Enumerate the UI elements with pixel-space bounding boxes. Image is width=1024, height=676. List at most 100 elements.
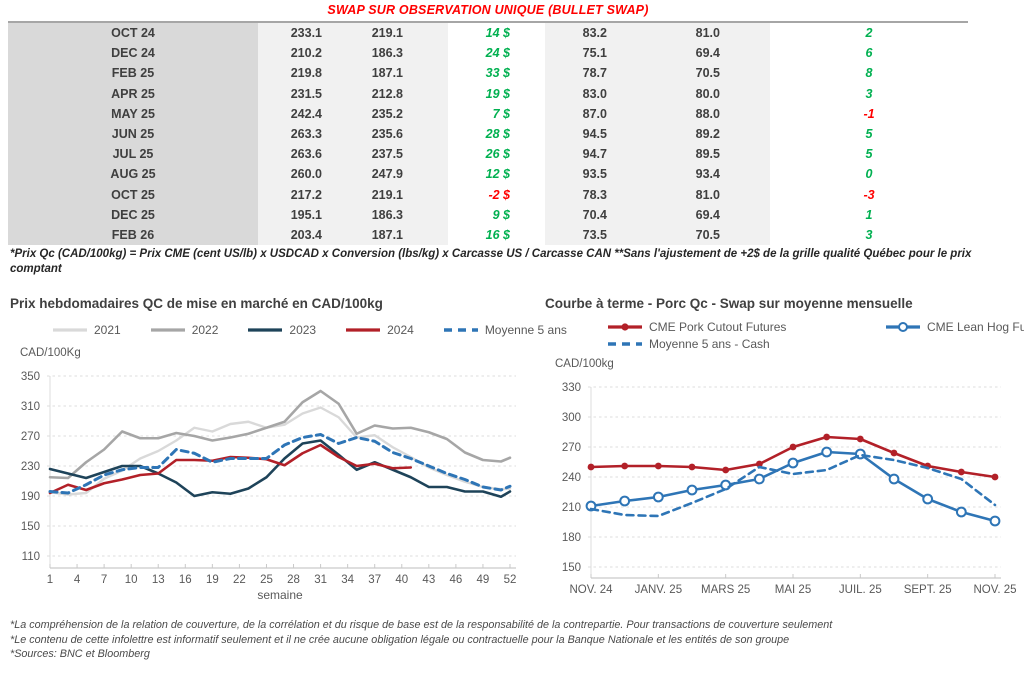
legend-line-swatch xyxy=(608,323,642,331)
series-marker xyxy=(890,449,898,457)
svg-text:JUIL. 25: JUIL. 25 xyxy=(839,584,882,596)
svg-text:4: 4 xyxy=(74,574,81,586)
qc-average-cell: 247.9 xyxy=(353,164,448,185)
us-futures-cell: 87.0 xyxy=(545,103,657,124)
us-average-cell: 88.0 xyxy=(657,103,770,124)
svg-text:28: 28 xyxy=(287,574,300,586)
weekly-chart-legend: 2021 2022 2023 2024 Moyenne 5 ans xyxy=(52,320,567,340)
month-cell: APR 25 xyxy=(8,83,258,104)
svg-text:230: 230 xyxy=(21,461,40,473)
delta-cell: 2 xyxy=(770,23,968,44)
series-marker xyxy=(686,484,698,496)
series-marker xyxy=(856,435,864,443)
series-marker xyxy=(619,495,631,507)
swap-table: OCT 24 233.1 219.1 14 $83.2 81.0 2 DEC 24 210.2… xyxy=(8,21,968,246)
us-average-cell: 93.4 xyxy=(657,164,770,185)
series-marker xyxy=(587,463,595,471)
qc-average-cell: 187.1 xyxy=(353,224,448,246)
qc-futures-cell: 242.4 xyxy=(258,103,353,124)
legend-line-swatch xyxy=(886,322,920,332)
svg-text:MAI 25: MAI 25 xyxy=(775,584,811,596)
month-cell: JUN 25 xyxy=(8,123,258,145)
forward-curve-chart: Courbe à terme - Porc Qc - Swap sur moye… xyxy=(545,296,1024,613)
svg-text:31: 31 xyxy=(314,574,327,586)
qc-average-cell: 186.3 xyxy=(353,204,448,225)
series-marker xyxy=(654,462,662,470)
series-marker xyxy=(722,466,730,474)
svg-text:1: 1 xyxy=(47,574,53,586)
swap-gain-cell: 26 $ xyxy=(448,144,545,165)
table-footnote: *Prix Qc (CAD/100kg) = Prix CME (cent US… xyxy=(10,248,972,275)
table-row: JUL 25 263.6 237.5 26 $94.7 89.5 5 xyxy=(8,144,968,165)
qc-futures-cell: 233.1 xyxy=(258,23,353,44)
us-futures-cell: 70.4 xyxy=(545,204,657,225)
us-futures-cell: 93.5 xyxy=(545,164,657,185)
us-futures-cell: 83.2 xyxy=(545,23,657,44)
qc-futures-cell: 263.3 xyxy=(258,123,353,145)
qc-average-cell: 212.8 xyxy=(353,83,448,104)
svg-text:semaine: semaine xyxy=(257,588,303,602)
forward-y-axis-label: CAD/100kg xyxy=(555,358,614,370)
table-row: OCT 24 233.1 219.1 14 $83.2 81.0 2 xyxy=(8,23,968,44)
weekly-chart-title: Prix hebdomadaires QC de mise en marché … xyxy=(10,296,383,311)
svg-text:270: 270 xyxy=(562,442,581,454)
table-row: MAY 25 242.4 235.2 7 $87.0 88.0 -1 xyxy=(8,103,968,124)
month-cell: JUL 25 xyxy=(8,144,258,165)
svg-text:46: 46 xyxy=(449,574,462,586)
svg-text:240: 240 xyxy=(562,472,581,484)
qc-average-cell: 219.1 xyxy=(353,23,448,44)
qc-futures-cell: 203.4 xyxy=(258,224,353,246)
legend-line-swatch xyxy=(248,328,283,332)
svg-text:7: 7 xyxy=(101,574,107,586)
series-marker xyxy=(922,493,934,505)
delta-cell: -3 xyxy=(770,184,968,205)
swap-gain-cell: 33 $ xyxy=(448,63,545,84)
legend-label: CME Lean Hog Futures xyxy=(927,320,1024,334)
svg-text:350: 350 xyxy=(21,371,40,383)
qc-average-cell: 187.1 xyxy=(353,63,448,84)
table-title: SWAP SUR OBSERVATION UNIQUE (BULLET SWAP… xyxy=(327,3,649,17)
swap-gain-cell: 9 $ xyxy=(448,204,545,225)
month-cell: OCT 25 xyxy=(8,184,258,205)
table-row: FEB 26 203.4 187.1 16 $73.5 70.5 3 xyxy=(8,224,968,246)
us-average-cell: 69.4 xyxy=(657,204,770,225)
delta-cell: 3 xyxy=(770,83,968,104)
legend-line-swatch xyxy=(608,342,642,346)
svg-text:300: 300 xyxy=(562,412,581,424)
svg-text:JANV. 25: JANV. 25 xyxy=(635,584,683,596)
delta-cell: 6 xyxy=(770,43,968,64)
footnote-line: *Sources: BNC et Bloomberg xyxy=(10,648,150,660)
svg-text:MARS 25: MARS 25 xyxy=(701,584,750,596)
legend-line-swatch xyxy=(443,328,478,332)
us-futures-cell: 73.5 xyxy=(545,224,657,246)
forward-chart-legend: CME Pork Cutout Futures CME Lean Hog Futu… xyxy=(607,320,1024,351)
series-marker xyxy=(787,457,799,469)
svg-text:40: 40 xyxy=(395,574,408,586)
table-row: AUG 25 260.0 247.9 12 $93.5 93.4 0 xyxy=(8,164,968,185)
legend-item-cme-pork-cutout-futures: CME Pork Cutout Futures xyxy=(607,320,885,334)
legend-item-moyenne-5-ans-cash: Moyenne 5 ans - Cash xyxy=(607,337,885,351)
qc-futures-cell: 263.6 xyxy=(258,144,353,165)
qc-futures-cell: 195.1 xyxy=(258,204,353,225)
swap-gain-cell: 16 $ xyxy=(448,224,545,246)
svg-text:NOV. 24: NOV. 24 xyxy=(569,584,613,596)
series-line-2023 xyxy=(48,439,512,499)
legend-label: 2022 xyxy=(191,323,219,337)
us-futures-cell: 78.7 xyxy=(545,63,657,84)
legend-item-cme-lean-hog-futures: CME Lean Hog Futures xyxy=(885,320,1024,334)
weekly-line-chart-canvas: 110 150 190 230 270 310 350 1 4 7 10 13 16 19 22 25 28 31… xyxy=(21,371,517,602)
series-marker xyxy=(652,491,664,503)
table-row: DEC 25 195.1 186.3 9 $70.4 69.4 1 xyxy=(8,204,968,225)
delta-cell: 5 xyxy=(770,123,968,145)
us-futures-cell: 78.3 xyxy=(545,184,657,205)
us-average-cell: 70.5 xyxy=(657,224,770,246)
legend-line-swatch xyxy=(53,328,87,332)
us-average-cell: 89.5 xyxy=(657,144,770,165)
svg-text:150: 150 xyxy=(562,562,581,574)
legend-item-2022: 2022 xyxy=(150,323,219,337)
forward-line-chart-canvas: 150 180 210 240 270 300 330 NOV. 24 JANV. 25 MARS… xyxy=(562,382,1017,596)
delta-cell: 8 xyxy=(770,63,968,84)
qc-futures-cell: 260.0 xyxy=(258,164,353,185)
us-average-cell: 89.2 xyxy=(657,123,770,145)
